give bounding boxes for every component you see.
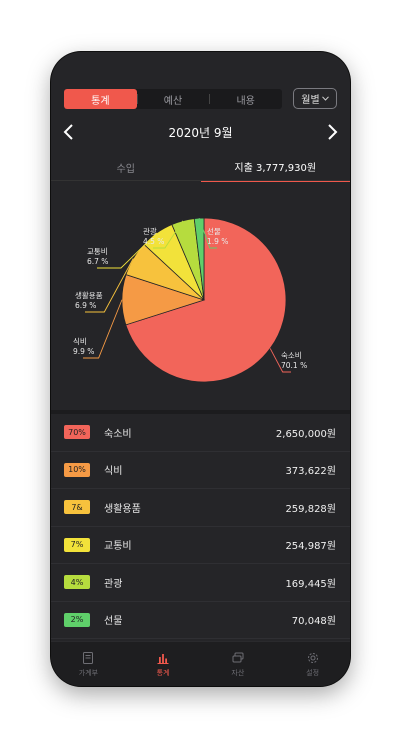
income-expense-tabs: 수입 지출 3,777,930원 [51,152,350,182]
leader-line [97,232,158,269]
period-select[interactable]: 월별 [293,88,337,109]
leader-line [83,299,123,359]
tab-divider [51,180,350,181]
bottom-nav: 가계부 통계 자산 설정 [51,641,350,686]
tab-expense[interactable]: 지출 3,777,930원 [200,152,350,182]
chevron-down-icon [321,96,329,101]
nav-label: 가계부 [78,668,99,677]
nav-settings[interactable]: 설정 [275,642,350,686]
nav-label: 자산 [231,668,245,677]
month-navigator: 2020년 9월 [51,120,350,144]
period-select-label: 월별 [301,95,320,106]
slice-name-label: 교통비 [87,247,108,256]
slice-name-label: 숙소비 [281,351,302,360]
ledger-icon [83,651,94,664]
percent-badge: 2% [64,612,90,627]
list-item[interactable]: 70% 숙소비 2,650,000원 [51,414,350,452]
category-name: 교통비 [104,541,132,553]
gear-icon [307,652,318,663]
list-item[interactable]: 10% 식비 373,622원 [51,452,350,489]
slice-percent-label: 6.9 % [75,301,96,310]
category-amount: 373,622원 [285,466,336,478]
phone-frame: 통계 예산 내용 월별 2020년 9월 수입 지출 3,777,930원 숙소… [51,52,350,686]
slice-name-label: 생활용품 [75,290,103,300]
category-name: 선물 [104,616,123,628]
percent-badge: 10% [64,462,90,477]
slice-percent-label: 1.9 % [207,237,228,246]
percent-badge: 70% [64,425,90,440]
month-title: 2020년 9월 [168,126,233,140]
nav-assets[interactable]: 자산 [201,642,276,686]
tab-income[interactable]: 수입 [116,163,135,175]
pie-slice-6[interactable] [193,217,205,301]
category-name: 식비 [104,466,123,478]
coins-icon [232,652,244,662]
category-name: 숙소비 [104,428,132,440]
nav-stats[interactable]: 통계 [126,642,201,686]
leader-line [269,348,291,373]
slice-percent-label: 4.5 % [143,237,164,246]
tab-budget[interactable]: 예산 [136,89,210,109]
percent-badge: 7% [64,537,90,552]
tab-details[interactable]: 내용 [209,89,282,109]
list-item[interactable]: 7% 교통비 254,987원 [51,527,350,564]
leader-line [153,220,184,249]
next-month-icon[interactable] [324,123,340,141]
category-name: 생활용품 [104,503,141,515]
percent-badge: 4% [64,575,90,590]
list-item[interactable]: 4% 관광 169,445원 [51,564,350,602]
category-amount: 259,828원 [285,503,336,515]
leader-line [85,258,134,313]
pie-chart-area: 숙소비 70.1 % 식비 9.9 % 생활용품 6.9 % 교통비 6.7 % 관광 4.5 %… [51,182,350,410]
category-name: 관광 [104,578,123,590]
slice-percent-label: 70.1 % [281,361,307,370]
slice-name-label: 관광 [143,226,157,236]
slice-percent-label: 6.7 % [87,257,108,266]
chart-icon [157,653,169,664]
nav-label: 설정 [306,668,320,677]
slice-name-label: 선물 [207,227,221,236]
view-tabs: 통계 예산 내용 [64,89,282,109]
category-amount: 2,650,000원 [275,428,336,440]
slice-percent-label: 9.9 % [73,347,94,356]
category-list: 70% 숙소비 2,650,000원 10% 식비 373,622원 7& 생활… [51,414,350,639]
percent-badge: 7& [64,500,90,515]
section-divider [51,410,350,414]
pie-slice-1[interactable] [125,217,287,383]
nav-ledger[interactable]: 가계부 [51,642,126,686]
leader-line [198,217,217,249]
tab-stats[interactable]: 통계 [64,89,137,109]
list-item[interactable]: 2% 선물 70,048원 [51,602,350,639]
slice-name-label: 식비 [73,337,87,346]
category-amount: 169,445원 [285,578,336,590]
category-amount: 254,987원 [285,541,336,553]
prev-month-icon[interactable] [61,123,77,141]
nav-label: 통계 [156,668,170,677]
list-item[interactable]: 7& 생활용품 259,828원 [51,489,350,527]
category-amount: 70,048원 [291,616,336,628]
